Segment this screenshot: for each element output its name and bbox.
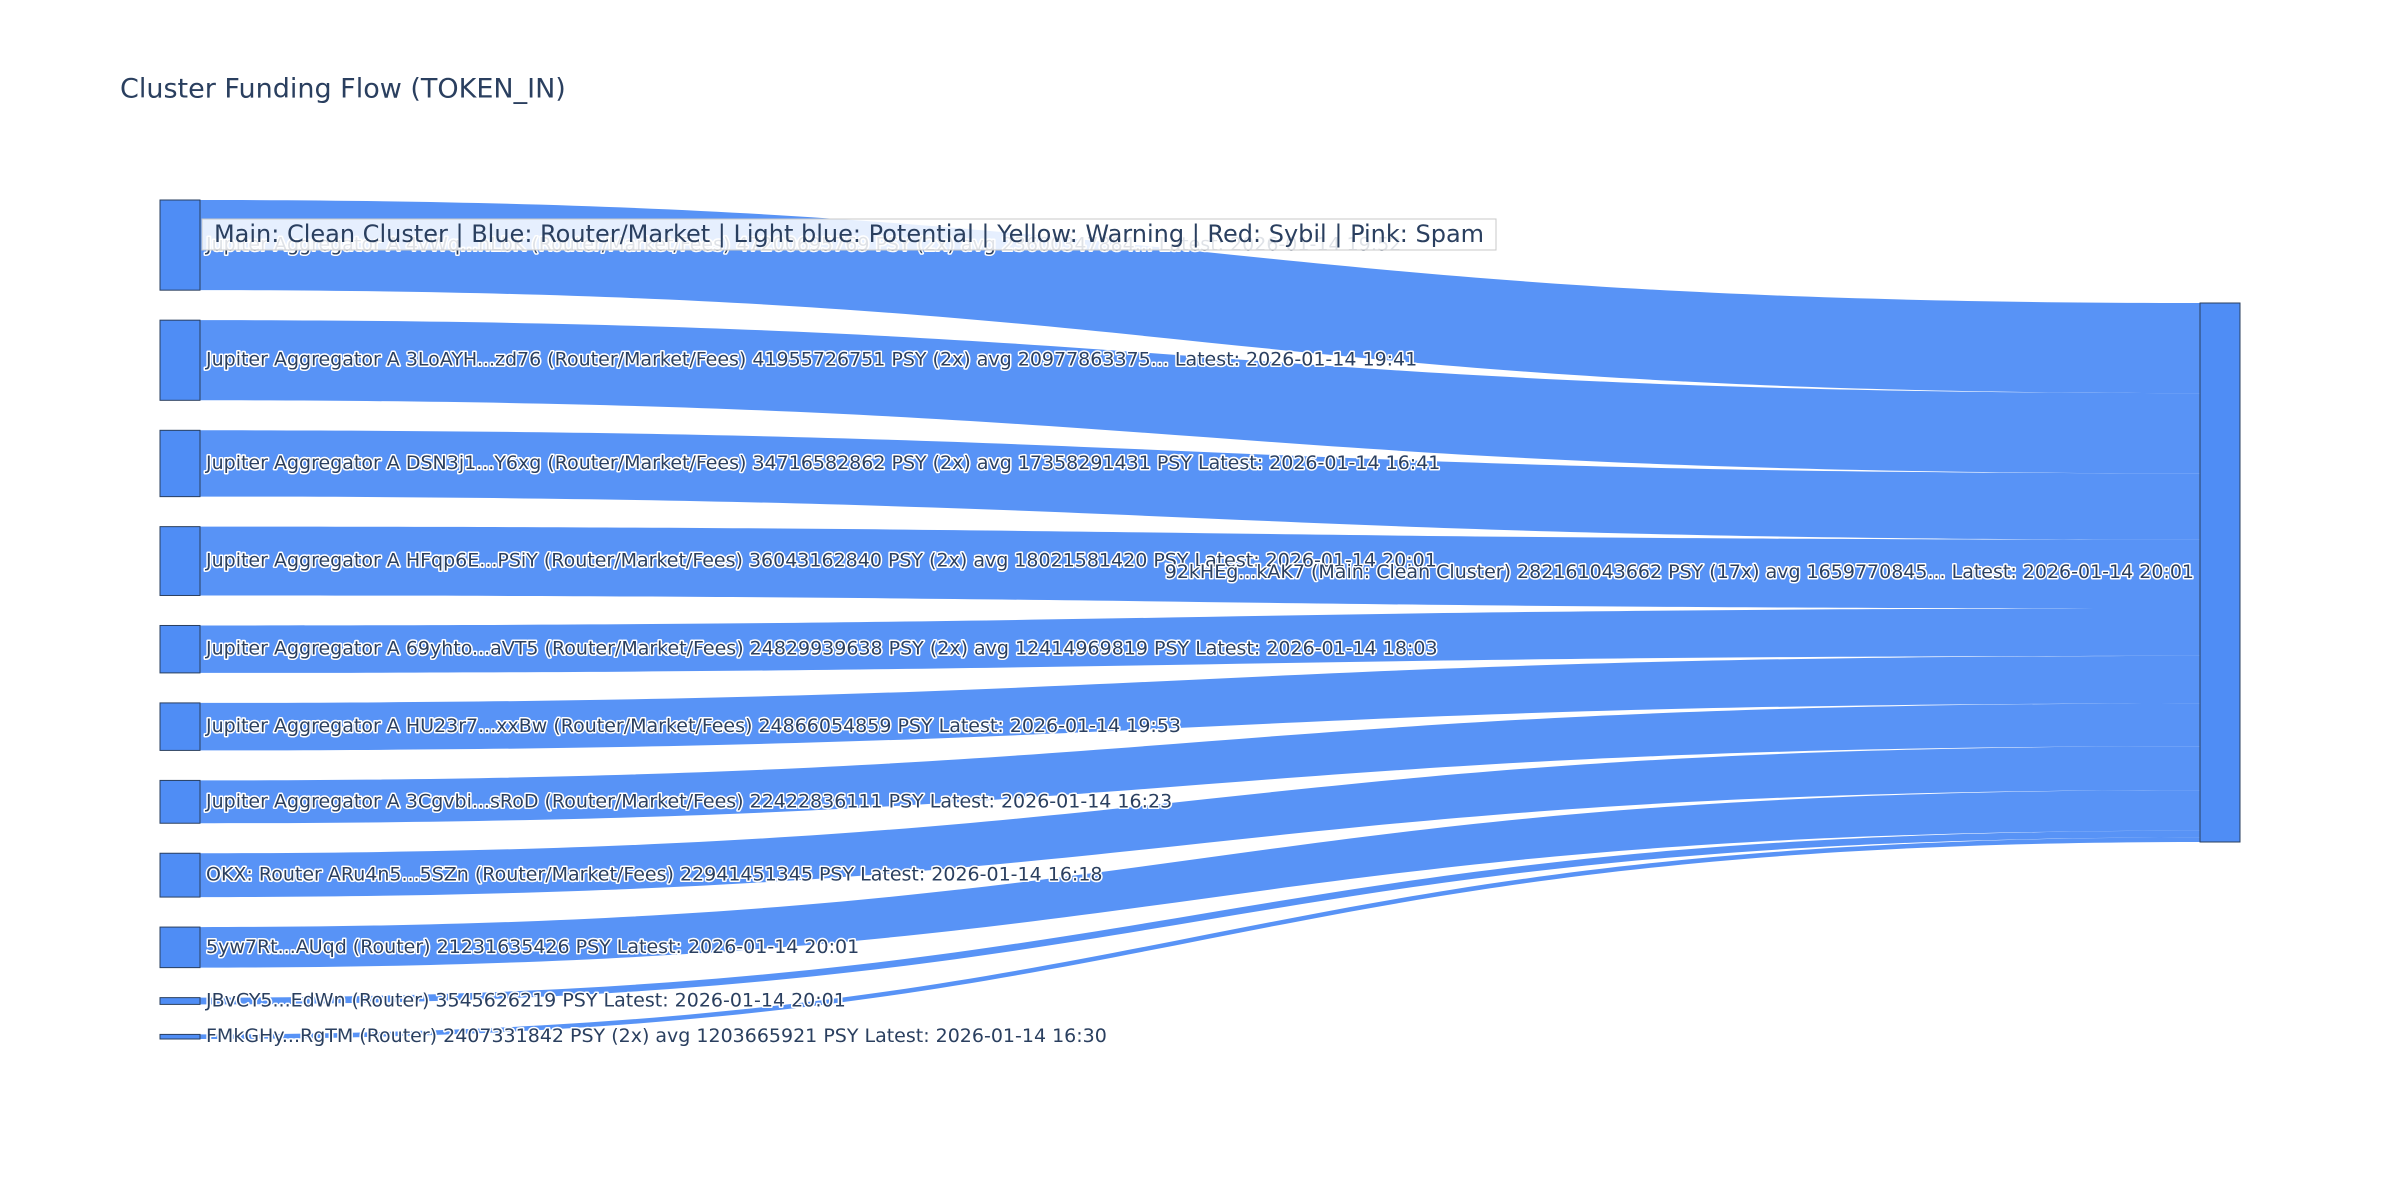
labels: Jupiter Aggregator A 4vWq...nLbK (Router… [204,232,2196,1049]
nodes [159,199,2241,1040]
node-label: Jupiter Aggregator A 69yhto...aVT5 (Rout… [205,638,1438,660]
node-label: Jupiter Aggregator A HFqp6E...PSiY (Rout… [205,550,1437,572]
link [200,608,2200,673]
link [200,703,2200,824]
node-label: JBvCY5...EdWn (Router) 3545626219 PSY La… [205,990,846,1012]
source-node [159,779,201,824]
source-node [159,702,201,751]
source-node [159,319,201,401]
source-node [159,852,201,898]
node-label: Jupiter Aggregator A 3Cgvbi...sRoD (Rout… [205,790,1172,812]
node-label: Jupiter Aggregator A 3LoAYH...zd76 (Rout… [205,349,1417,371]
link [200,430,2200,540]
source-node [159,199,201,291]
source-node [159,624,201,674]
chart-title: Cluster Funding Flow (TOKEN_IN) [120,74,566,105]
links [200,200,2200,1039]
node-label: 5yw7Rt...AUqd (Router) 21231635426 PSY L… [206,936,859,958]
node-label: Jupiter Aggregator A DSN3j1...Y6xg (Rout… [205,452,1440,474]
link [200,746,2200,898]
node-label: OKX: Router ARu4n5...5SZn (Router/Market… [206,864,1103,886]
link [200,655,2200,751]
target-label: 92kHEg...kAK7 (Main: Clean Cluster) 2821… [1165,561,2194,583]
link [200,830,2200,1005]
source-node [159,926,201,969]
node-label: FMkGHy...RgTM (Router) 2407331842 PSY (2… [206,1025,1107,1047]
source-node [159,1033,201,1040]
link [200,837,2200,1039]
link [200,790,2200,968]
annotation: Main: Clean Cluster | Blue: Router/Marke… [214,220,1484,248]
node-label: Jupiter Aggregator A HU23r7...xxBw (Rout… [205,715,1181,737]
link [200,320,2200,474]
source-node [159,526,201,596]
target-node [2199,302,2241,843]
link [200,526,2200,609]
source-node [159,997,201,1005]
source-node [159,429,201,498]
annotation-box [201,218,1497,251]
